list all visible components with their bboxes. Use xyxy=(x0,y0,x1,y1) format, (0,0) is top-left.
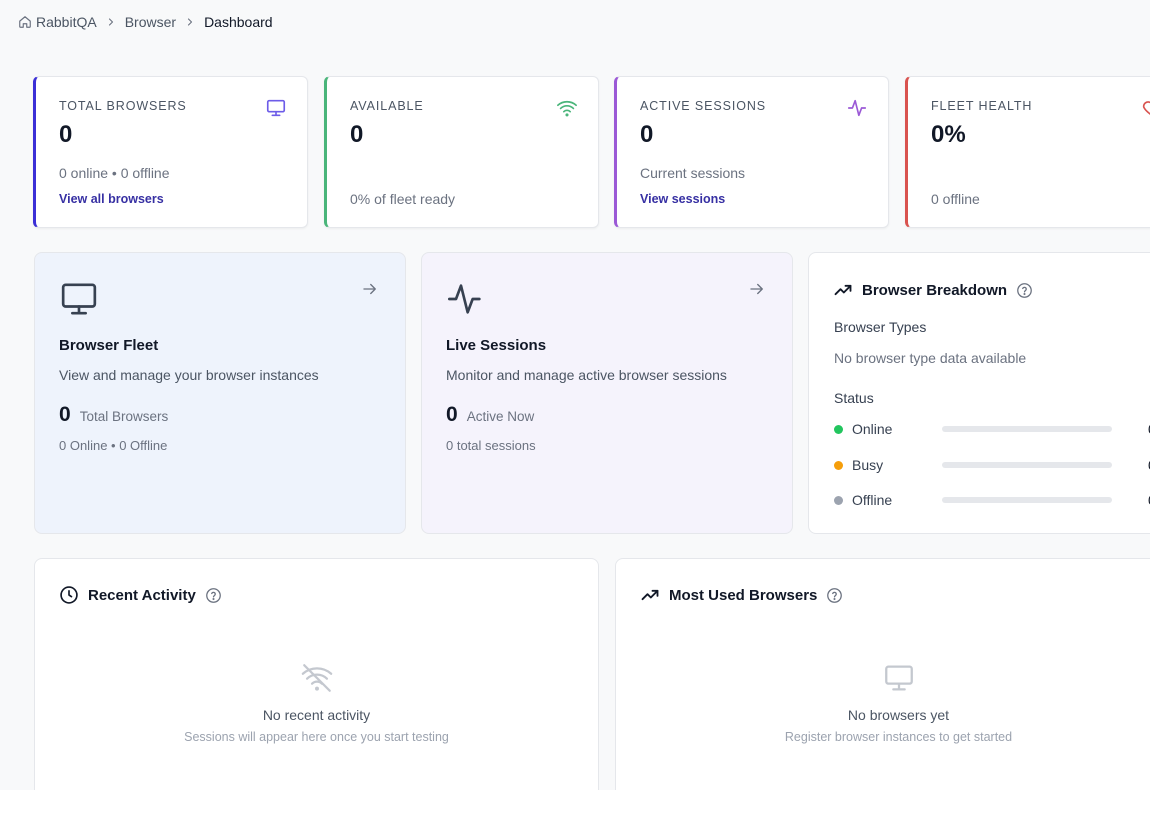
status-dot xyxy=(834,460,843,470)
breadcrumb: RabbitQA Browser Dashboard xyxy=(18,13,273,31)
empty-subtitle: Sessions will appear here once you start… xyxy=(184,730,449,744)
empty-title: No browsers yet xyxy=(847,707,950,723)
wifi-off-icon xyxy=(300,661,334,695)
monitor-icon xyxy=(59,279,99,319)
status-name: Busy xyxy=(852,457,884,473)
home-icon xyxy=(18,15,32,29)
empty-subtitle: Register browser instances to get starte… xyxy=(784,730,1013,744)
breadcrumb-dashboard: Dashboard xyxy=(204,14,273,30)
trending-up-icon xyxy=(833,280,853,300)
stat-card-fleet-health: FLEET HEALTH 0% 0 offline xyxy=(905,76,1150,228)
help-icon[interactable] xyxy=(1016,282,1033,299)
stat-label: TOTAL BROWSERS xyxy=(59,99,187,113)
status-row-offline: Offline 0 xyxy=(834,491,1150,509)
recent-activity-panel: Recent Activity No recent activity Sessi… xyxy=(34,558,599,790)
monitor-icon xyxy=(265,97,287,119)
card-description: Monitor and manage active browser sessio… xyxy=(446,367,727,383)
browser-types-empty: No browser type data available xyxy=(834,350,1027,366)
status-row-busy: Busy 0 xyxy=(834,456,1150,474)
panel-header: Browser Breakdown xyxy=(833,280,1033,300)
total-browsers-count: 0 xyxy=(59,403,71,426)
active-now-count: 0 xyxy=(446,403,458,426)
stat-card-active-sessions: ACTIVE SESSIONS 0 Current sessions View … xyxy=(614,76,889,228)
panel-header: Most Used Browsers xyxy=(640,585,843,605)
panel-title: Most Used Browsers xyxy=(669,586,818,604)
status-count: 0 xyxy=(1148,492,1150,508)
live-sessions-card[interactable]: Live Sessions Monitor and manage active … xyxy=(421,252,793,534)
chevron-right-icon xyxy=(184,16,196,28)
breadcrumb-rabbitqa[interactable]: RabbitQA xyxy=(36,14,97,30)
trending-up-icon xyxy=(640,585,660,605)
view-sessions-link[interactable]: View sessions xyxy=(640,192,726,206)
status-count: 0 xyxy=(1148,457,1150,473)
status-count: 0 xyxy=(1148,421,1150,437)
card-title: Live Sessions xyxy=(446,337,547,354)
dashboard-page: RabbitQA Browser Dashboard TOTAL BROWSER… xyxy=(18,13,1150,790)
most-used-browsers-panel: Most Used Browsers No browsers yet Regis… xyxy=(615,558,1150,790)
stat-value: 0 xyxy=(640,121,654,148)
help-icon[interactable] xyxy=(826,587,843,604)
card-title: Browser Fleet xyxy=(59,337,159,354)
count-label: Active Now xyxy=(466,409,535,424)
browser-types-label: Browser Types xyxy=(834,319,927,335)
panel-title: Recent Activity xyxy=(88,586,196,604)
status-bar xyxy=(942,497,1112,503)
empty-state: No browsers yet Register browser instanc… xyxy=(616,661,1150,744)
clock-icon xyxy=(59,585,79,605)
empty-title: No recent activity xyxy=(262,707,371,723)
stat-subtext: 0 online • 0 offline xyxy=(59,165,170,181)
activity-icon xyxy=(846,97,868,119)
panel-header: Recent Activity xyxy=(59,585,222,605)
arrow-right-icon xyxy=(748,280,766,298)
stat-label: AVAILABLE xyxy=(350,99,424,113)
count-row: 0 Active Now xyxy=(446,403,534,427)
monitor-icon xyxy=(882,661,916,695)
status-name: Offline xyxy=(852,492,893,508)
stat-label: FLEET HEALTH xyxy=(931,99,1033,113)
help-icon[interactable] xyxy=(205,587,222,604)
status-label: Status xyxy=(834,390,874,406)
stat-subtext: 0% of fleet ready xyxy=(350,191,456,207)
browser-fleet-card[interactable]: Browser Fleet View and manage your brows… xyxy=(34,252,406,534)
breadcrumb-browser[interactable]: Browser xyxy=(124,14,177,30)
stat-subtext: 0 offline xyxy=(931,191,980,207)
status-row-online: Online 0 xyxy=(834,420,1150,438)
stat-label: ACTIVE SESSIONS xyxy=(640,99,767,113)
count-label: Total Browsers xyxy=(79,409,169,424)
card-description: View and manage your browser instances xyxy=(59,367,319,383)
stat-card-available: AVAILABLE 0 0% of fleet ready xyxy=(324,76,599,228)
stat-value: 0 xyxy=(59,121,73,148)
heart-icon xyxy=(1141,97,1150,119)
stat-value: 0% xyxy=(931,121,966,148)
view-all-browsers-link[interactable]: View all browsers xyxy=(59,192,164,206)
activity-icon xyxy=(446,279,486,319)
status-dot xyxy=(834,495,843,505)
card-meta: 0 Online • 0 Offline xyxy=(59,438,168,453)
chevron-right-icon xyxy=(105,16,117,28)
arrow-right-icon xyxy=(361,280,379,298)
stat-value: 0 xyxy=(350,121,364,148)
stat-card-total-browsers: TOTAL BROWSERS 0 0 online • 0 offline Vi… xyxy=(33,76,308,228)
panel-title: Browser Breakdown xyxy=(862,281,1008,299)
status-bar xyxy=(942,426,1112,432)
wifi-icon xyxy=(556,97,578,119)
stat-subtext: Current sessions xyxy=(640,165,746,181)
count-row: 0 Total Browsers xyxy=(59,403,168,427)
empty-state: No recent activity Sessions will appear … xyxy=(35,661,598,744)
status-name: Online xyxy=(852,421,893,437)
status-dot xyxy=(834,424,843,434)
card-meta: 0 total sessions xyxy=(446,438,536,453)
status-bar xyxy=(942,462,1112,468)
browser-breakdown-panel: Browser Breakdown Browser Types No brows… xyxy=(808,252,1150,534)
